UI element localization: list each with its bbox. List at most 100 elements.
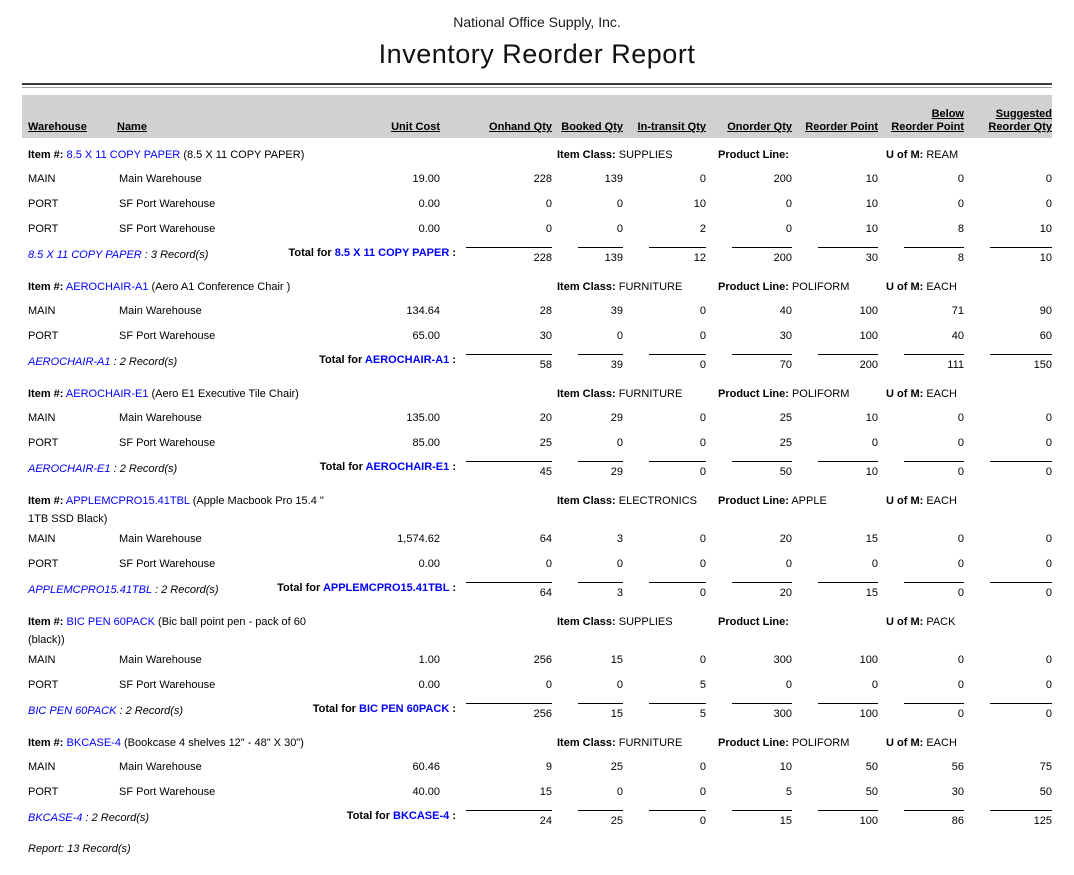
table-row: MAIN Main Warehouse 1,574.62 64 3 0 20 1… [22,527,1052,552]
onorder-qty-cell: 25 [779,412,792,424]
item-code-link[interactable]: 8.5 X 11 COPY PAPER [334,247,450,259]
report-header: National Office Supply, Inc. Inventory R… [0,14,1074,70]
record-count-text: : 2 Record(s) [110,463,178,475]
onorder-qty-cell: 30 [779,330,792,342]
uom-label: U of M: [886,616,924,628]
total-in-transit: 12 [623,243,706,270]
reorder-point-cell: 50 [865,761,878,773]
divider-gap [22,85,1052,87]
item-code-link[interactable]: APPLEMCPRO15.41TBL [28,584,152,596]
item-code-link[interactable]: AEROCHAIR-E1 [28,463,111,475]
uom-value: EACH [926,388,957,400]
item-code-link[interactable]: AEROCHAIR-A1 [65,281,149,293]
below-reorder-point-cell: 0 [957,558,964,570]
item-record-count: 8.5 X 11 COPY PAPER : 3 Record(s) [28,249,208,261]
warehouse-name-cell: SF Port Warehouse [119,198,216,210]
product-line-field: Product Line: POLIFORM [718,388,849,400]
uom-label: U of M: [886,281,924,293]
table-row: MAIN Main Warehouse 60.46 9 25 0 10 50 5… [22,755,1052,780]
product-line-label: Product Line: [718,495,789,507]
item-class-label: Item Class: [557,281,616,293]
total-below-reorder: 0 [878,457,964,484]
uom-value: EACH [926,737,957,749]
warehouse-rows: MAIN Main Warehouse 1,574.62 64 3 0 20 1… [22,527,1052,577]
item-class-value: FURNITURE [618,388,683,400]
column-header-onorder-qty: Onorder Qty [727,121,792,133]
total-for-label: Total for APPLEMCPRO15.41TBL : [277,582,456,594]
item-code-link[interactable]: AEROCHAIR-A1 [28,356,111,368]
booked-qty-cell: 29 [610,412,623,424]
item-total-row: BKCASE-4 : 2 Record(s) Total for BKCASE-… [22,806,1052,833]
booked-qty-cell: 15 [610,654,623,666]
item-code-link[interactable]: BKCASE-4 [393,810,450,822]
product-line-label: Product Line: [718,737,789,749]
warehouse-name-cell: SF Port Warehouse [119,223,216,235]
item-group: Item #: APPLEMCPRO15.41TBL (Apple Macboo… [22,495,1052,605]
booked-qty-cell: 3 [616,533,623,545]
item-class-field: Item Class: FURNITURE [557,281,682,293]
below-reorder-point-cell: 40 [951,330,964,342]
uom-value: REAM [926,149,959,161]
total-booked: 3 [552,578,623,605]
warehouse-cell: MAIN [28,761,56,773]
onorder-qty-cell: 25 [779,437,792,449]
page-title: Inventory Reorder Report [378,39,696,69]
uom-field: U of M: REAM [886,149,958,161]
item-code-link[interactable]: BKCASE-4 [66,737,121,749]
item-header-line: Item #: 8.5 X 11 COPY PAPER (8.5 X 11 CO… [22,149,1052,164]
booked-qty-cell: 0 [616,786,623,798]
onhand-qty-cell: 0 [545,223,552,235]
total-onorder: 50 [706,457,792,484]
item-code-link[interactable]: 8.5 X 11 COPY PAPER [66,149,181,161]
item-code-link[interactable]: APPLEMCPRO15.41TBL [65,495,190,507]
item-description: (Bic ball point pen - pack of 60 [158,616,307,628]
item-total-row: AEROCHAIR-E1 : 2 Record(s) Total for AER… [22,457,1052,484]
table-row: PORT SF Port Warehouse 85.00 25 0 0 25 0… [22,431,1052,456]
item-record-count: BKCASE-4 : 2 Record(s) [28,812,149,824]
item-code-link[interactable]: 8.5 X 11 COPY PAPER [28,249,142,261]
item-code-link[interactable]: BIC PEN 60PACK [359,703,450,715]
warehouse-name-cell: SF Port Warehouse [119,679,216,691]
report-record-count: Report: 13 Record(s) [28,843,131,855]
suggested-reorder-qty-cell: 0 [1045,198,1052,210]
item-code-link[interactable]: BIC PEN 60PACK [28,705,117,717]
item-code-link[interactable]: AEROCHAIR-E1 [365,461,450,473]
warehouse-cell: MAIN [28,533,56,545]
below-reorder-point-cell: 0 [957,679,964,691]
item-code-link[interactable]: APPLEMCPRO15.41TBL [322,582,450,594]
total-suggested: 150 [964,350,1052,377]
item-code-link[interactable]: AEROCHAIR-A1 [364,354,450,366]
total-below-reorder: 8 [878,243,964,270]
item-code-link[interactable]: BKCASE-4 [28,812,83,824]
item-number-label: Item #: [28,149,64,161]
item-number-label: Item #: [28,737,64,749]
column-header-warehouse: Warehouse [28,121,87,133]
warehouse-rows: MAIN Main Warehouse 60.46 9 25 0 10 50 5… [22,755,1052,805]
warehouse-cell: PORT [28,558,59,570]
item-code-link[interactable]: AEROCHAIR-E1 [65,388,149,400]
booked-qty-cell: 0 [616,223,623,235]
total-for-label: Total for AEROCHAIR-E1 : [319,461,456,473]
suggested-reorder-qty-cell: 50 [1039,786,1052,798]
item-record-count: AEROCHAIR-A1 : 2 Record(s) [28,356,177,368]
item-description: (8.5 X 11 COPY PAPER) [183,149,305,161]
item-class-value: FURNITURE [618,737,683,749]
record-count-text: : 2 Record(s) [110,356,178,368]
warehouse-cell: PORT [28,223,59,235]
total-onhand: 58 [440,350,552,377]
item-description: (Bookcase 4 shelves 12" - 48" X 30") [124,737,304,749]
booked-qty-cell: 0 [616,330,623,342]
total-in-transit: 0 [623,457,706,484]
product-line-label: Product Line: [718,149,789,161]
item-code-link[interactable]: BIC PEN 60PACK [66,616,155,628]
table-row: PORT SF Port Warehouse 0.00 0 0 10 0 10 … [22,192,1052,217]
item-number-label: Item #: [28,495,64,507]
onorder-qty-cell: 40 [779,305,792,317]
in-transit-qty-cell: 0 [699,173,706,185]
total-suggested: 10 [964,243,1052,270]
item-total-row: APPLEMCPRO15.41TBL : 2 Record(s) Total f… [22,578,1052,605]
uom-value: PACK [926,616,956,628]
uom-value: EACH [926,281,957,293]
in-transit-qty-cell: 0 [699,786,706,798]
unit-cost-cell: 0.00 [418,679,440,691]
